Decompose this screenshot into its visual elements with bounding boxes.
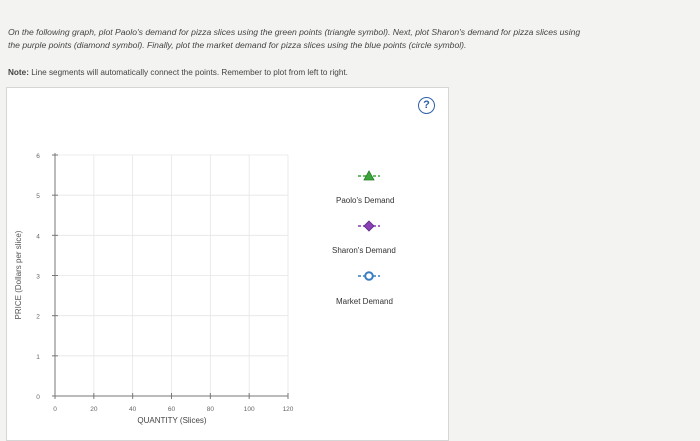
legend-symbol-circle-icon[interactable]	[358, 271, 380, 281]
x-axis-label: QUANTITY (Slices)	[137, 416, 207, 425]
note-text: Note: Line segments will automatically c…	[8, 68, 688, 77]
y-tick-label: 0	[36, 394, 40, 401]
legend-label-market: Market Demand	[336, 297, 393, 306]
x-tick-label: 60	[168, 406, 176, 413]
x-tick-label: 120	[283, 406, 294, 413]
legend-label-sharon: Sharon's Demand	[332, 246, 396, 255]
x-tick-labels: 0 20 40 60 80 100 120	[53, 406, 294, 413]
y-tick-label: 4	[36, 233, 40, 240]
y-tick-label: 5	[36, 193, 40, 200]
y-axis-label: PRICE (Dollars per slice)	[14, 230, 23, 319]
triangle-icon	[363, 170, 375, 181]
x-tick-label: 80	[207, 406, 215, 413]
y-tick-label: 1	[36, 354, 40, 361]
y-tick-labels: 0 1 2 3 4 5 6	[36, 153, 40, 401]
x-tick-label: 40	[129, 406, 137, 413]
note-label: Note:	[8, 68, 29, 77]
instructions-line-2: the purple points (diamond symbol). Fina…	[8, 40, 467, 50]
x-tick-label: 0	[53, 406, 57, 413]
legend-symbol-triangle-icon[interactable]	[358, 170, 380, 181]
help-icon[interactable]: ?	[418, 97, 435, 114]
instructions-text: On the following graph, plot Paolo's dem…	[8, 26, 688, 52]
x-tick-label: 20	[90, 406, 98, 413]
graph-axes	[52, 153, 289, 399]
legend-label-paolo: Paolo's Demand	[336, 196, 395, 205]
diamond-icon	[363, 220, 375, 232]
y-tick-label: 2	[36, 314, 40, 321]
circle-icon	[364, 271, 374, 281]
instructions-line-1: On the following graph, plot Paolo's dem…	[8, 27, 581, 37]
legend-symbol-diamond-icon[interactable]	[358, 220, 380, 232]
legend-symbols	[358, 170, 380, 281]
x-tick-label: 100	[244, 406, 255, 413]
note-body: Line segments will automatically connect…	[31, 68, 348, 77]
graph-grid	[55, 154, 289, 396]
y-tick-label: 3	[36, 274, 40, 281]
y-tick-label: 6	[36, 153, 40, 160]
